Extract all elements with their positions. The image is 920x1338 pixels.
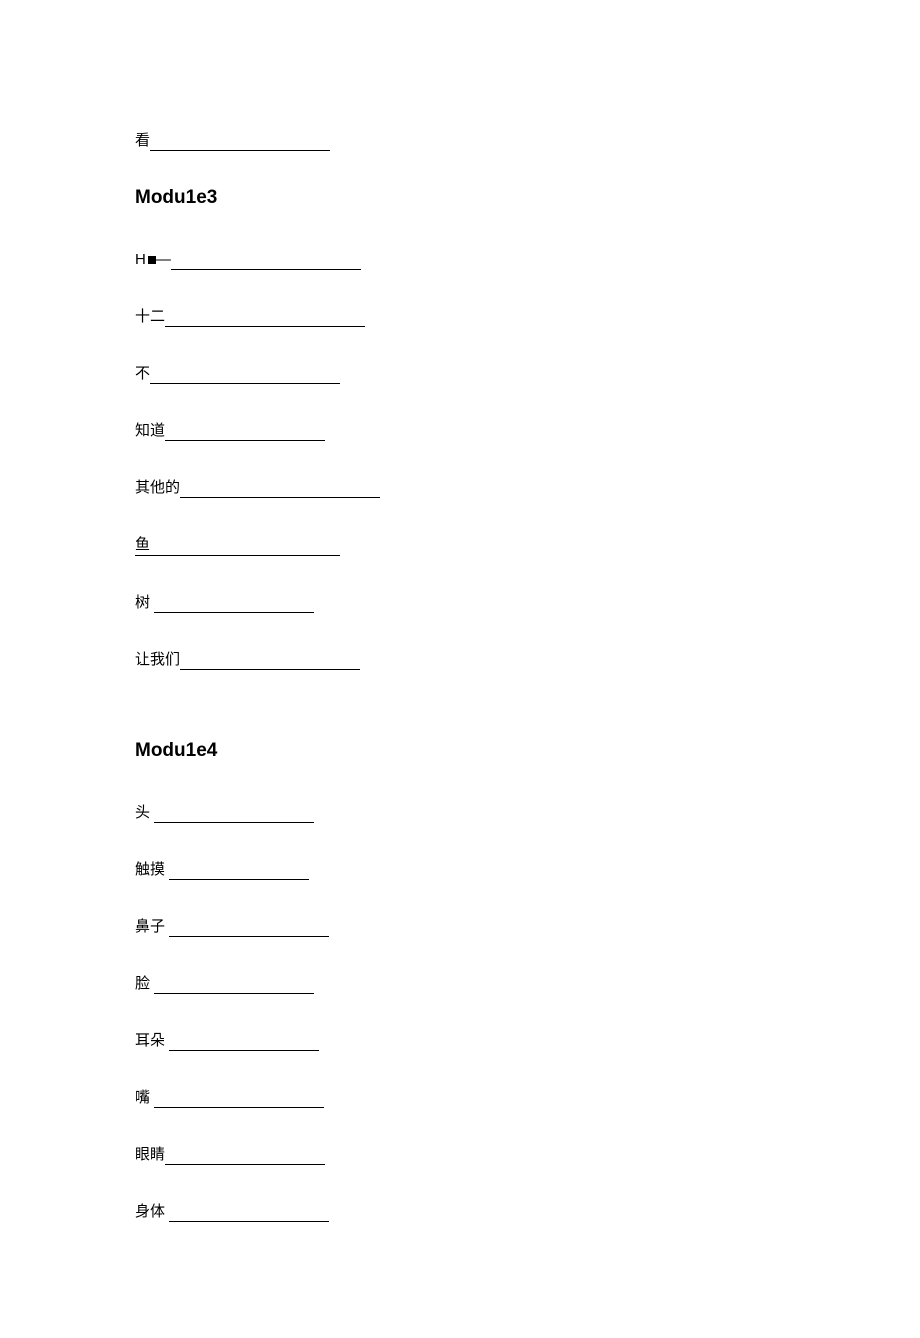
entry-label: 其他的 — [135, 479, 180, 496]
entry-label: 头 — [135, 804, 154, 821]
module4-item: 耳朵 — [135, 1030, 920, 1051]
entry-label: 不 — [135, 365, 150, 382]
blank-line — [171, 256, 361, 270]
module3-item: 鱼 — [135, 534, 920, 556]
entry-label: 鱼 — [135, 536, 150, 553]
entry-label: 身体 — [135, 1203, 169, 1220]
blank-line — [165, 1151, 325, 1165]
module3-item: H— — [135, 249, 920, 270]
blank-line — [169, 866, 309, 880]
blank-line — [150, 137, 330, 151]
entry-label: 脸 — [135, 975, 154, 992]
entry-label: 眼睛 — [135, 1146, 165, 1163]
blank-line — [150, 542, 340, 556]
entry-label: 树 — [135, 594, 154, 611]
module4-item: 身体 — [135, 1201, 920, 1222]
module4-item: 鼻子 — [135, 916, 920, 937]
blank-line — [154, 809, 314, 823]
module4-item: 嘴 — [135, 1087, 920, 1108]
blank-line — [180, 656, 360, 670]
entry-label: 耳朵 — [135, 1032, 169, 1049]
entry-label: 鼻子 — [135, 918, 169, 935]
entry-suffix: — — [156, 251, 171, 268]
entry-label: 看 — [135, 132, 150, 149]
blank-line — [169, 1208, 329, 1222]
module4-item: 眼睛 — [135, 1144, 920, 1165]
module4-item: 脸 — [135, 973, 920, 994]
blank-line — [169, 1037, 319, 1051]
module4-item: 触摸 — [135, 859, 920, 880]
module3-item: 知道 — [135, 420, 920, 441]
module3-item: 不 — [135, 363, 920, 384]
blank-line — [154, 599, 314, 613]
entry-label-underlined: 鱼 — [135, 536, 150, 556]
module3-heading: Modu1e3 — [135, 187, 920, 209]
square-icon — [148, 256, 156, 264]
blank-line — [165, 427, 325, 441]
module3-item: 树 — [135, 592, 920, 613]
blank-line — [165, 313, 365, 327]
entry-label: 十二 — [135, 308, 165, 325]
top-entry: 看 — [135, 130, 920, 151]
entry-label: 让我们 — [135, 651, 180, 668]
entry-label: 嘴 — [135, 1089, 154, 1106]
blank-line — [180, 484, 380, 498]
entry-label: 触摸 — [135, 861, 169, 878]
module4-heading: Modu1e4 — [135, 740, 920, 762]
module3-item: 让我们 — [135, 649, 920, 670]
module3-item: 十二 — [135, 306, 920, 327]
entry-label: 知道 — [135, 422, 165, 439]
blank-line — [150, 370, 340, 384]
blank-line — [154, 980, 314, 994]
entry-label: H — [135, 251, 146, 268]
module3-item: 其他的 — [135, 477, 920, 498]
blank-line — [154, 1094, 324, 1108]
module4-item: 头 — [135, 802, 920, 823]
blank-line — [169, 923, 329, 937]
